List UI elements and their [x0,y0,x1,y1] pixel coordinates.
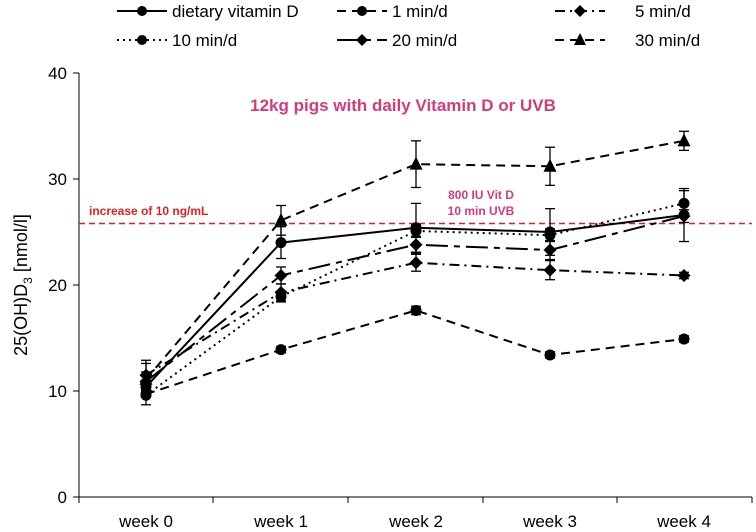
data-point [274,268,288,282]
data-point [274,212,288,226]
x-tick-labels: week 0 week 1 week 2 week 3 week 4 [118,512,711,531]
legend-item: 30 min/d [555,31,700,50]
series-30-min-d [139,130,691,396]
y-axis-title: 25(OH)D3 [nmol/l] [11,214,35,356]
chart-title: 12kg pigs with daily Vitamin D or UVB [250,96,556,115]
data-point [677,268,691,282]
x-tick-label: week 4 [656,512,711,531]
legend-marker [357,6,367,16]
data-point [275,344,287,356]
series-line [145,261,685,376]
y-tick-label: 10 [48,382,67,401]
data-point [678,333,690,345]
data-point [543,243,557,257]
legend-marker [574,33,586,45]
data-point [410,304,422,316]
y-tick-label: 0 [58,488,67,507]
legend-item: 20 min/d [337,31,457,50]
data-point [544,349,556,361]
legend-label: 20 min/d [392,31,457,50]
series-dietary-vitamin-d [140,187,690,399]
x-tick-label: week 0 [118,512,173,531]
legend-item: 5 min/d [555,2,691,21]
data-point [677,209,691,223]
data-point [543,158,557,172]
y-axis-title-subscript: 3 [21,277,35,284]
legend-marker [574,5,586,17]
x-tick-label: week 1 [253,512,308,531]
data-point [410,225,422,237]
legend-item: 10 min/d [117,31,237,50]
series-1-min-d [140,304,690,400]
axes [73,72,753,503]
y-axis-title-unit: [nmol/l] [11,214,31,277]
data-point [677,133,691,147]
data-point [409,256,423,270]
data-point [678,197,690,209]
legend-item: 1 min/d [337,2,448,21]
y-tick-labels: 0 10 20 30 40 [48,64,67,507]
x-tick-label: week 2 [388,512,443,531]
legend-marker [137,6,147,16]
y-tick-label: 30 [48,170,67,189]
data-point [275,237,287,249]
series-line [145,139,685,380]
legend-marker [356,34,368,46]
data-point [139,371,153,385]
legend-marker [137,35,147,45]
series-group [139,130,691,406]
data-point [275,291,287,303]
y-axis-title-main: 25(OH)D [11,284,31,356]
data-point [543,263,557,277]
data-point [544,229,556,241]
x-tick-label: week 3 [522,512,577,531]
legend-label: 5 min/d [635,2,691,21]
series-20-min-d [139,209,691,392]
legend-label: 10 min/d [172,31,237,50]
annotation-line-1: 800 IU Vit D [448,188,514,202]
series-line [145,309,685,396]
legend-label: dietary vitamin D [172,2,299,21]
legend-label: 1 min/d [392,2,448,21]
y-tick-label: 40 [48,64,67,83]
data-point [409,238,423,252]
reference-line-label: increase of 10 ng/mL [89,204,208,218]
legend-label: 30 min/d [635,31,700,50]
legend: dietary vitamin D 1 min/d 5 min/d 10 min/d 2… [117,2,700,50]
annotation-line-2: 10 min UVB [448,204,515,218]
data-point [409,156,423,170]
y-tick-label: 20 [48,276,67,295]
legend-item: dietary vitamin D [117,2,299,21]
